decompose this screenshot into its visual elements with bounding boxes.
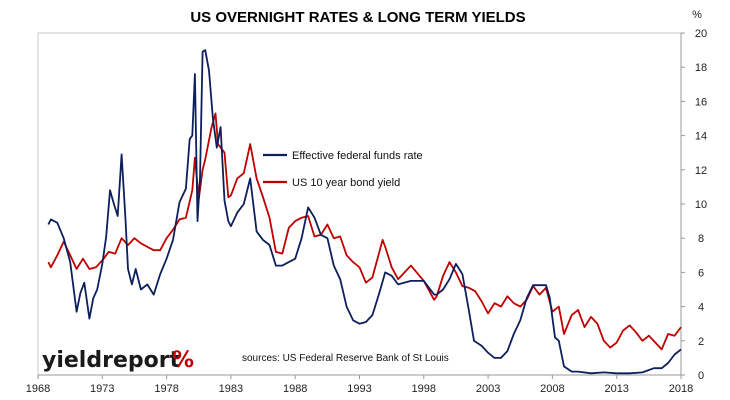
yieldreport-logo: yieldreport % [42, 348, 194, 373]
x-tick-label: 2008 [540, 383, 564, 395]
y-tick-label: 10 [695, 199, 707, 211]
x-tick-label: 1978 [154, 383, 178, 395]
legend-label-bond-yield: US 10 year bond yield [292, 177, 400, 189]
y-tick-label: 14 [695, 131, 707, 143]
legend-label-fed-funds: Effective federal funds rate [292, 150, 423, 162]
x-tick-label: 1998 [412, 383, 436, 395]
legend: Effective federal funds rate US 10 year … [263, 150, 423, 189]
series-line-bond-yield [47, 112, 682, 351]
y-tick-label: 16 [695, 96, 707, 108]
y-tick-label: 0 [698, 370, 704, 382]
x-tick-label: 1988 [283, 383, 307, 395]
x-tick-label: 1973 [90, 383, 114, 395]
y-tick-label: 20 [695, 28, 707, 40]
y-tick-label: 4 [698, 302, 704, 314]
x-tick-label: 1983 [219, 383, 243, 395]
x-axis-ticks: 1968 1973 1978 1983 1988 1993 1998 2003 2008 2013… [26, 375, 693, 395]
source-note: sources: US Federal Reserve Bank of St L… [242, 353, 449, 364]
x-tick-label: 2013 [604, 383, 628, 395]
x-tick-label: 1968 [26, 383, 50, 395]
y-tick-label: 12 [695, 165, 707, 177]
x-tick-label: 1993 [347, 383, 371, 395]
x-tick-label: 2003 [476, 383, 500, 395]
x-tick-label: 2018 [669, 383, 693, 395]
logo-percent-symbol: % [172, 348, 194, 373]
y-tick-label: 18 [695, 62, 707, 74]
y-axis-unit: % [692, 9, 702, 21]
logo-wordmark: yieldreport [42, 348, 181, 373]
chart-title: US OVERNIGHT RATES & LONG TERM YIELDS [190, 9, 525, 26]
y-tick-label: 8 [698, 233, 704, 245]
y-tick-label: 6 [698, 267, 704, 279]
y-tick-label: 2 [698, 336, 704, 348]
series-line-fed-funds [47, 49, 682, 375]
series-layer [47, 49, 682, 375]
y-axis-ticks: 0 2 4 6 8 10 12 14 16 18 20 [681, 28, 707, 382]
